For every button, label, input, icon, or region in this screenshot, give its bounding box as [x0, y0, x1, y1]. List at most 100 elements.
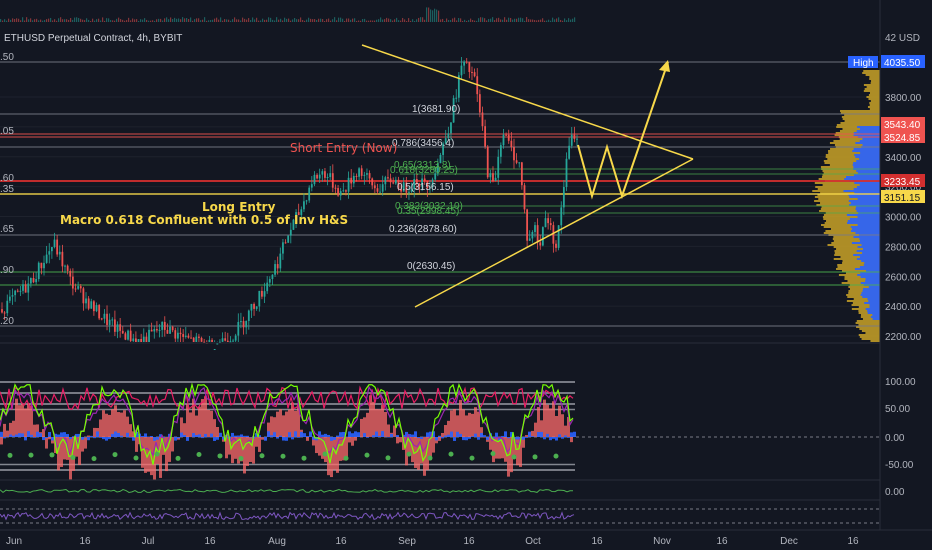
volume-bar [240, 20, 242, 22]
volume-bar [50, 17, 52, 22]
candle-body [478, 94, 481, 113]
profile-bar-buy [867, 310, 880, 312]
candle-body [48, 251, 51, 255]
profile-bar-total [820, 192, 880, 194]
price-badge-value: 3151.15 [884, 193, 921, 204]
candle-body [250, 303, 253, 311]
volume-bar [14, 19, 16, 22]
volume-bar [328, 18, 330, 22]
volume-bar [510, 17, 512, 22]
profile-bar-total [844, 278, 880, 280]
oscillator-bar-blue [456, 431, 459, 437]
currency-label[interactable]: 42 USD [885, 33, 920, 44]
oscillator-bar [114, 405, 117, 437]
oscillator-bar [552, 401, 555, 437]
oscillator-bar-blue [42, 437, 45, 441]
profile-bar-buy [862, 290, 880, 292]
volume-bar [232, 19, 234, 22]
volume-bar [368, 20, 370, 22]
volume-bar [146, 19, 148, 22]
volume-bar [154, 20, 156, 22]
volume-bar [134, 19, 136, 22]
profile-bar-buy [856, 250, 880, 252]
oscillator-bar [192, 398, 195, 437]
oscillator-bar-blue [501, 435, 504, 437]
oscillator-bar [15, 398, 18, 437]
oscillator-bar [438, 437, 441, 441]
candle-body [145, 336, 148, 342]
volume-bar [222, 20, 224, 22]
oscillator-bar [351, 437, 354, 446]
oscillator-bar-blue [177, 437, 180, 439]
volume-bar [340, 17, 342, 22]
oscillator-bar-blue [57, 434, 60, 437]
volume-bar [428, 7, 430, 22]
volume-bar [72, 19, 74, 22]
oscillator-bar [306, 437, 309, 441]
oscillator-bar [129, 424, 132, 437]
volume-bar [116, 18, 118, 22]
profile-bar-total [827, 244, 880, 246]
volume-bar [342, 18, 344, 22]
projection-path[interactable] [577, 61, 669, 200]
profile-bar-buy [862, 288, 880, 290]
oscillator-bar-blue [75, 433, 78, 437]
volume-bar [138, 20, 140, 22]
oscillator-bar [291, 402, 294, 437]
candle-body [423, 178, 426, 181]
upper-trendline[interactable] [361, 44, 694, 160]
volume-bar [316, 20, 318, 22]
candle-body [213, 348, 216, 350]
volume-bar [12, 18, 14, 22]
volume-bar [298, 19, 300, 22]
signal-dot [112, 452, 118, 458]
oscillator-bar [117, 412, 120, 437]
candle-body [32, 277, 35, 283]
candle-body [494, 177, 497, 182]
volume-bar [466, 20, 468, 22]
candle-body [402, 182, 405, 192]
oscillator-bar-blue [390, 433, 393, 437]
volume-bar [108, 18, 110, 22]
candle-body [321, 171, 324, 175]
oscillator-bar-blue [48, 432, 51, 437]
candle-body [16, 290, 19, 292]
profile-bar-total [844, 120, 880, 122]
profile-bar-buy [853, 174, 880, 176]
profile-bar-buy [865, 278, 880, 280]
time-axis[interactable]: Jun 16 Jul 16 Aug 16 Sep 16 Oct 16 Nov 16 Dec 16 [6, 536, 859, 547]
oscillator-bar [561, 414, 564, 437]
price-badge [881, 55, 925, 68]
volume-bar [392, 20, 394, 22]
volume-bar [4, 19, 6, 22]
profile-bar-buy [857, 246, 880, 248]
profile-bar-buy [862, 138, 880, 140]
oscillator-bar [456, 415, 459, 437]
profile-bar-total [834, 252, 880, 254]
lower-trendline[interactable] [414, 158, 694, 308]
oscillator-bar [348, 437, 351, 443]
drawing-tools[interactable] [361, 44, 694, 308]
profile-bar-buy [865, 308, 880, 310]
time-axis-label: Sep [398, 536, 416, 547]
profile-bar-total [846, 300, 880, 302]
candle-body [562, 186, 565, 208]
profile-bar-buy [857, 216, 880, 218]
volume-bar [336, 20, 338, 22]
left-edge-label: .90 [0, 265, 14, 276]
profile-bar-total [814, 182, 880, 184]
volume-bar [84, 20, 86, 22]
oscillator-bar-blue [495, 432, 498, 437]
candle-body [119, 324, 122, 331]
volume-bar [572, 18, 574, 22]
profile-bar-buy [872, 318, 880, 320]
volume-bar [462, 20, 464, 22]
candle-body [308, 187, 311, 201]
oscillator-bar [207, 409, 210, 437]
signal-dot [553, 453, 559, 459]
fib-retracement[interactable]: 1(3681.90) 0.786(3456.4) 0.65(3313.8)0.618… [389, 104, 463, 272]
candle-body [6, 300, 9, 314]
candle-body [515, 160, 518, 163]
profile-bar-total [865, 74, 880, 76]
